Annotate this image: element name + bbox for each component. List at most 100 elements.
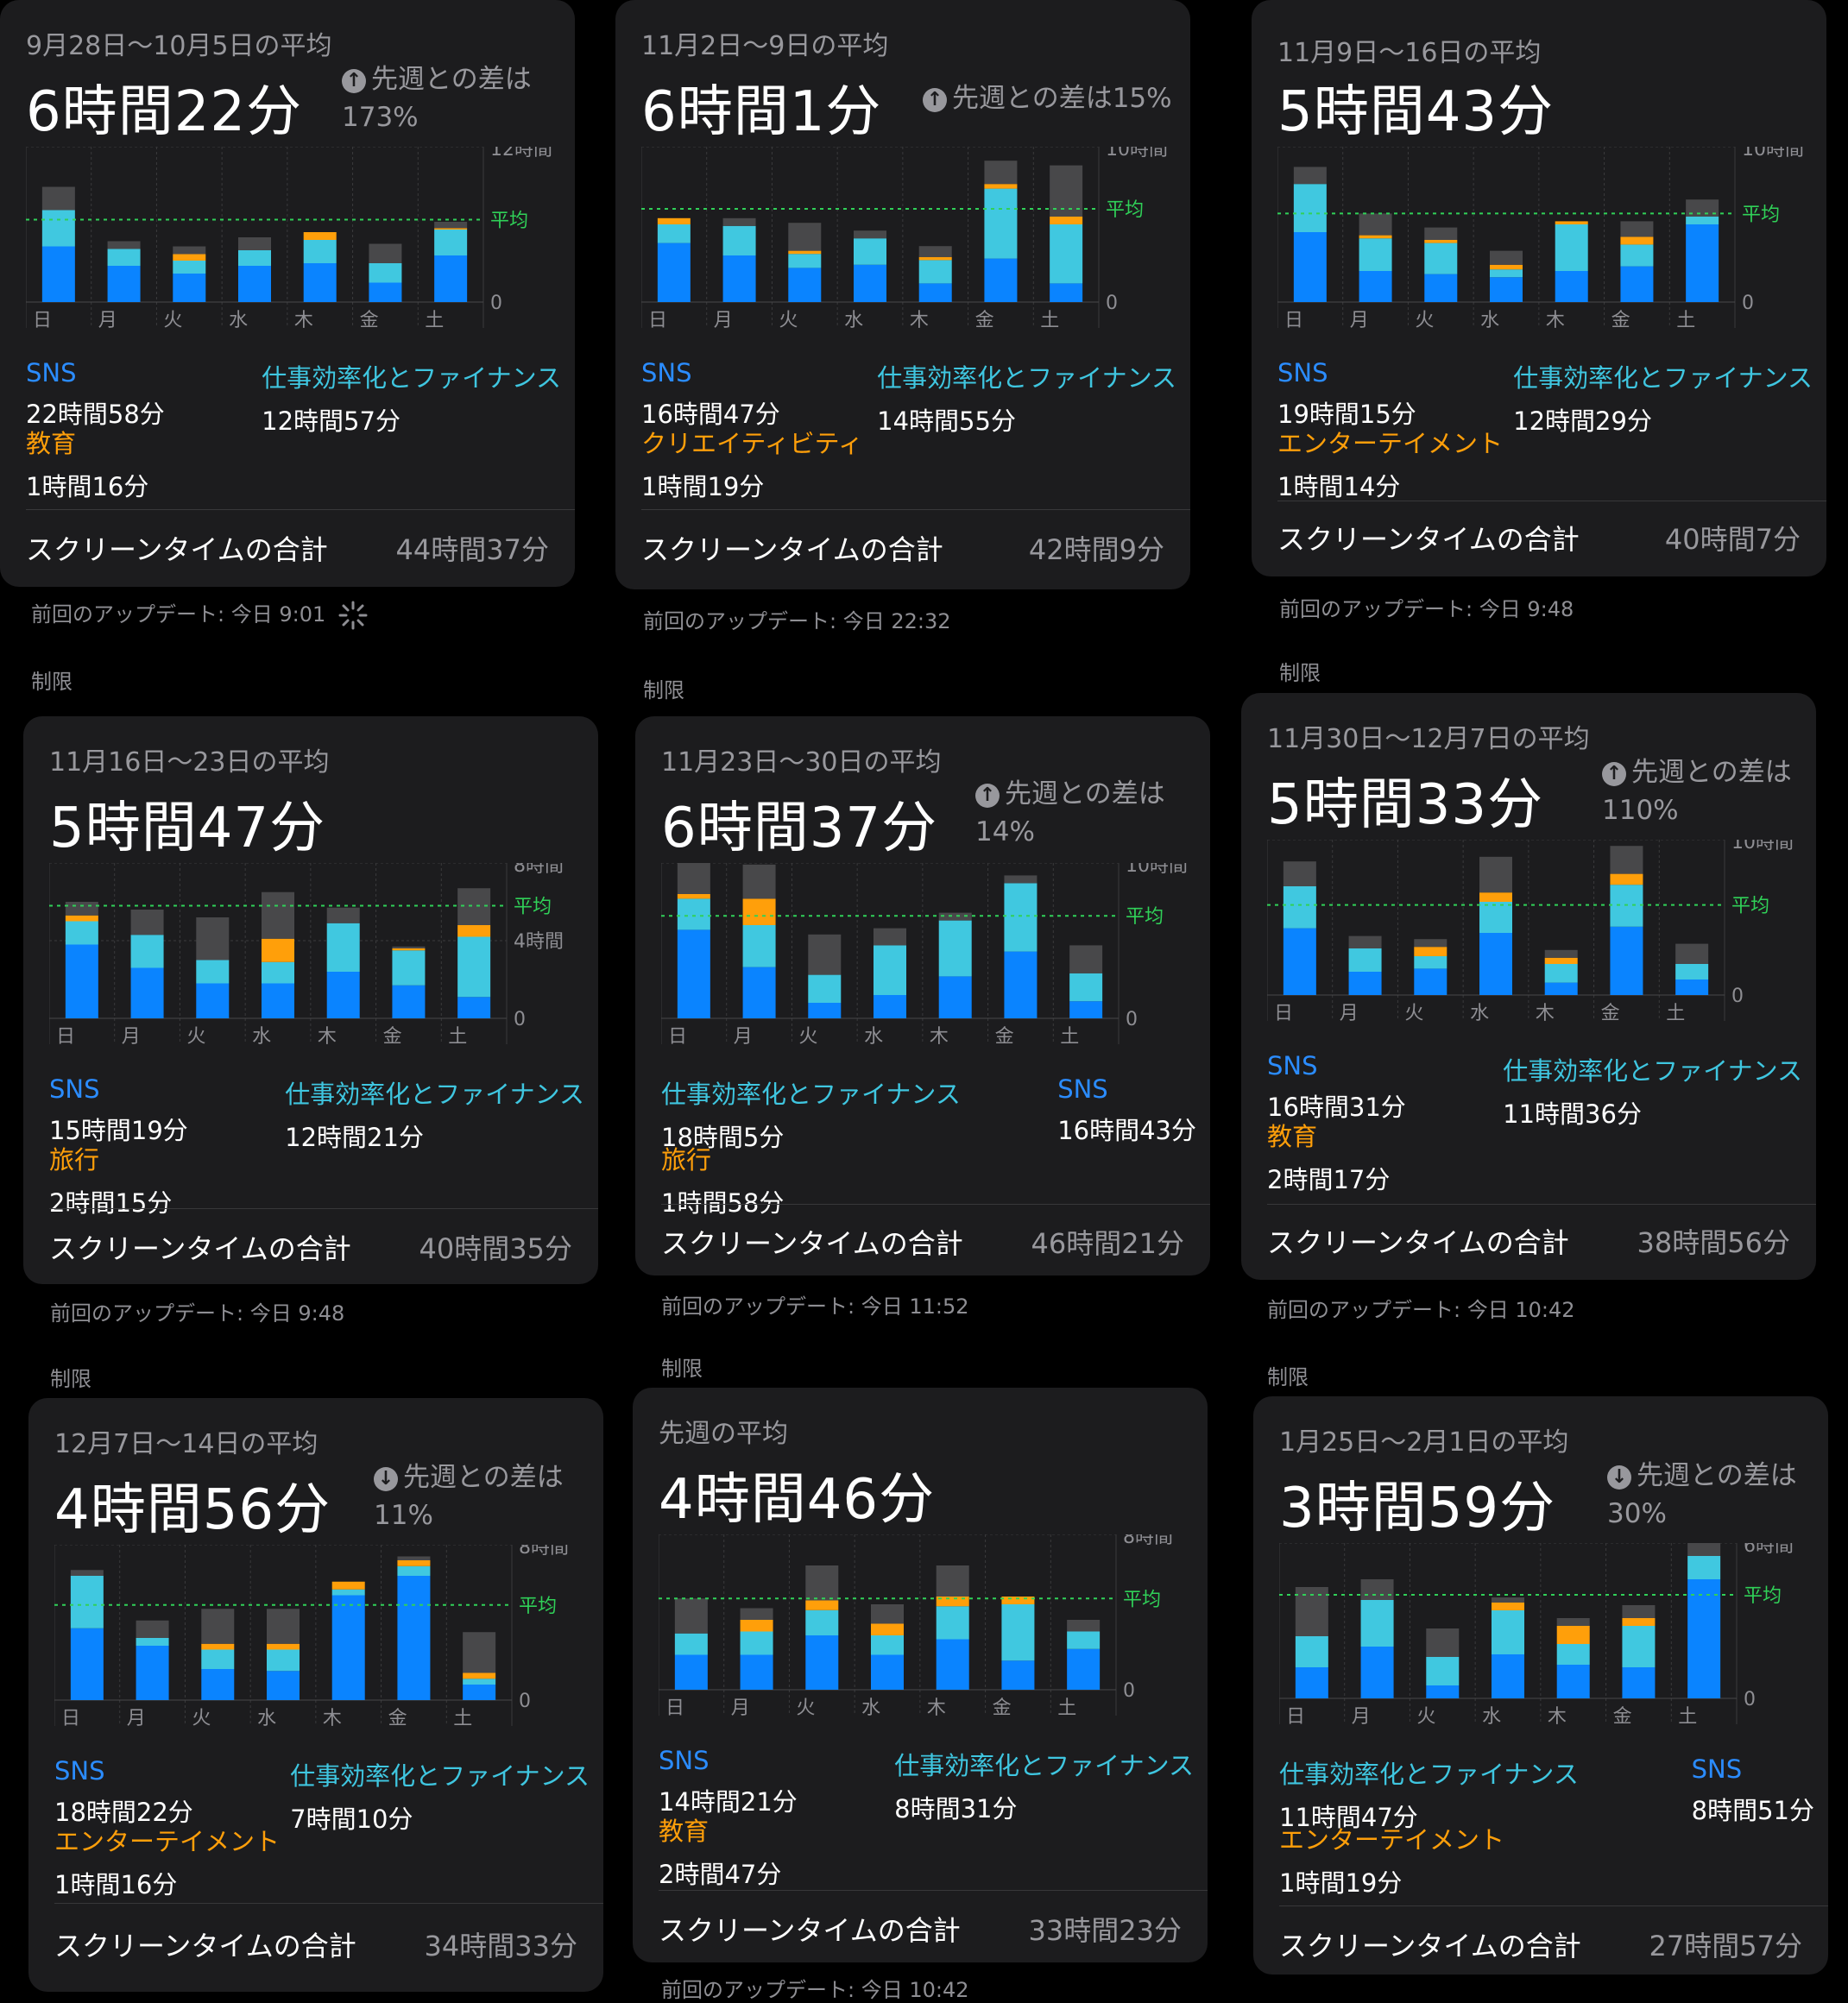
week-card-6[interactable]: 11月30日〜12月7日の平均 5時間33分 ↑ 先週との差は110% 10時間 0… xyxy=(1241,693,1816,1280)
legend-time: 12時間57分 xyxy=(262,406,401,436)
total-value: 46時間21分 xyxy=(1031,1227,1184,1260)
usage-bar-chart: 10時間 0 日 月 火 水 木 金 土 平均 xyxy=(661,863,1205,1070)
week-card-1[interactable]: 9月28日〜10月5日の平均 6時間22分 ↑ 先週との差は173% 12時間 0 日… xyxy=(0,0,575,587)
bar-rest-segment xyxy=(1556,1618,1590,1626)
day-tick-label: 水 xyxy=(844,310,863,331)
legend-item: SNS 18時間22分 xyxy=(54,1756,193,1829)
bar-sns-segment xyxy=(369,282,402,302)
day-tick-label: 木 xyxy=(318,1026,337,1048)
y-zero-label: 0 xyxy=(1744,1689,1756,1710)
category-legend: 仕事効率化とファイナンス 18時間5分 SNS 16時間43分 旅行 1時間58分 xyxy=(661,1074,1196,1218)
bar-work-segment xyxy=(1359,238,1392,271)
bar-rest-segment xyxy=(874,928,906,946)
bar-rest-segment xyxy=(457,888,491,925)
week-card-9[interactable]: 1月25日〜2月1日の平均 3時間59分 ↓ 先週との差は30% 6時間 0 日 月 火 水… xyxy=(1253,1396,1828,1975)
daily-average: 4時間46分 xyxy=(659,1468,936,1532)
weekly-diff: ↑ 先週との差は15% xyxy=(923,79,1190,117)
legend-item: 仕事効率化とファイナンス 12時間29分 xyxy=(1513,358,1813,438)
legend-time: 19時間15分 xyxy=(1277,400,1416,429)
bar-rest-segment xyxy=(984,161,1018,185)
bar-rest-segment xyxy=(677,863,710,894)
usage-bar-chart: 8時間 0 日 月 火 水 木 金 土 平均 xyxy=(659,1534,1202,1742)
bar-work-segment xyxy=(1622,1626,1656,1667)
bar-work-segment xyxy=(1687,1556,1721,1579)
day-tick-label: 金 xyxy=(975,310,994,331)
legend-time: 11時間36分 xyxy=(1503,1099,1642,1129)
legend-time: 1時間19分 xyxy=(1279,1868,1403,1898)
legend-time: 12時間21分 xyxy=(285,1123,424,1152)
bar-rest-segment xyxy=(1283,861,1316,886)
bar-work-segment xyxy=(1675,964,1709,979)
bar-work-segment xyxy=(107,249,141,266)
legend-item: SNS 15時間19分 xyxy=(49,1074,188,1147)
legend-item: 仕事効率化とファイナンス 18時間5分 xyxy=(661,1074,961,1154)
legend-category: 旅行 xyxy=(661,1145,712,1175)
week-card-2[interactable]: 11月2日〜9日の平均 6時間1分 ↑ 先週との差は15% 10時間 0 日 月 火 水 木 金… xyxy=(615,0,1190,589)
legend-item: SNS 19時間15分 xyxy=(1277,358,1416,431)
bar-rest-segment xyxy=(130,910,164,935)
week-card-5[interactable]: 11月23日〜30日の平均 6時間37分 ↑ 先週との差は14% 10時間 0 日 月 火… xyxy=(635,716,1210,1275)
y-max-label: 10時間 xyxy=(1106,147,1168,161)
bar-rest-segment xyxy=(70,1570,104,1576)
bar-sns-segment xyxy=(871,1654,904,1690)
bar-work-segment xyxy=(70,1576,104,1628)
weekly-diff: ↑ 先週との差は14% xyxy=(975,778,1165,847)
bar-rest-segment xyxy=(1479,856,1512,893)
day-tick-label: 木 xyxy=(1548,1706,1567,1728)
day-tick-label: 月 xyxy=(731,1698,750,1719)
usage-bar-chart: 10時間 0 日 月 火 水 木 金 土 平均 xyxy=(1267,840,1811,1047)
chart-svg: 8時間 0 日 月 火 水 木 金 土 平均 xyxy=(54,1545,569,1729)
day-tick-label: 木 xyxy=(1546,310,1565,331)
bar-work-segment xyxy=(1555,224,1588,271)
bar-sns-segment xyxy=(65,944,98,1018)
bar-rest-segment xyxy=(740,1608,773,1620)
legend-category: 仕事効率化とファイナンス xyxy=(661,1080,961,1109)
y-max-label: 6時間 xyxy=(1744,1543,1794,1557)
legend-time: 16時間31分 xyxy=(1267,1093,1406,1122)
bar-sns-segment xyxy=(70,1628,104,1700)
chart-svg: 10時間 0 日 月 火 水 木 金 土 平均 xyxy=(1267,840,1794,1024)
legend-category: SNS xyxy=(54,1756,105,1786)
day-tick-label: 日 xyxy=(33,310,52,331)
week-card-8[interactable]: 先週の平均 4時間46分 8時間 0 日 月 火 水 木 金 土 平均 SNS 14時間21分 仕事効… xyxy=(633,1388,1208,1962)
bar-work-segment xyxy=(1686,217,1719,224)
chart-svg: 8時間 4時間 0 日 月 火 水 木 金 土 平均 xyxy=(49,863,564,1048)
bar-sns-segment xyxy=(918,283,952,302)
bar-rest-segment xyxy=(369,243,402,263)
day-tick-label: 木 xyxy=(294,310,313,331)
average-label: 平均 xyxy=(1731,896,1769,917)
bar-sns-segment xyxy=(1426,1685,1460,1698)
bar-rest-segment xyxy=(808,934,842,975)
bar-other-segment xyxy=(677,894,710,899)
day-tick-label: 日 xyxy=(1286,1706,1305,1728)
day-tick-label: 金 xyxy=(993,1698,1012,1719)
legend-time: 12時間29分 xyxy=(1513,406,1652,436)
bar-work-segment xyxy=(1620,244,1654,267)
total-label: スクリーンタイムの合計 xyxy=(659,1914,961,1947)
legend-item: エンターテイメント 1時間14分 xyxy=(1277,424,1503,503)
usage-bar-chart: 6時間 0 日 月 火 水 木 金 土 平均 xyxy=(1279,1543,1823,1750)
bar-sns-segment xyxy=(1348,972,1382,995)
bar-other-segment xyxy=(740,1620,773,1632)
week-card-3[interactable]: 11月9日〜16日の平均 5時間43分 10時間 0 日 月 火 水 木 金 土 平均 SNS 19… xyxy=(1252,0,1826,576)
bar-rest-segment xyxy=(397,1556,431,1560)
week-card-7[interactable]: 12月7日〜14日の平均 4時間56分 ↓ 先週との差は11% 8時間 0 日 月 火 水 木… xyxy=(28,1398,603,1992)
y-zero-label: 0 xyxy=(1126,1009,1138,1030)
bar-work-segment xyxy=(196,960,230,984)
bar-sns-segment xyxy=(173,274,206,302)
bar-work-segment xyxy=(267,1649,300,1672)
total-value: 27時間57分 xyxy=(1649,1930,1802,1962)
legend-time: 1時間16分 xyxy=(26,472,149,501)
bar-rest-segment xyxy=(742,864,776,899)
bar-work-segment xyxy=(303,240,337,263)
day-tick-label: 月 xyxy=(98,310,117,331)
legend-item: 旅行 2時間15分 xyxy=(49,1140,172,1219)
bar-sns-segment xyxy=(874,995,906,1018)
bar-work-segment xyxy=(805,1609,839,1635)
week-card-4[interactable]: 11月16日〜23日の平均 5時間47分 8時間 4時間 0 日 月 火 水 木 金 土 平均 SN… xyxy=(23,716,598,1284)
bar-sns-segment xyxy=(331,1595,365,1700)
y-max-label: 8時間 xyxy=(1123,1534,1173,1548)
week-range: 11月2日〜9日の平均 xyxy=(641,31,889,61)
daily-average: 3時間59分 xyxy=(1279,1477,1556,1540)
total-value: 38時間56分 xyxy=(1637,1226,1790,1259)
